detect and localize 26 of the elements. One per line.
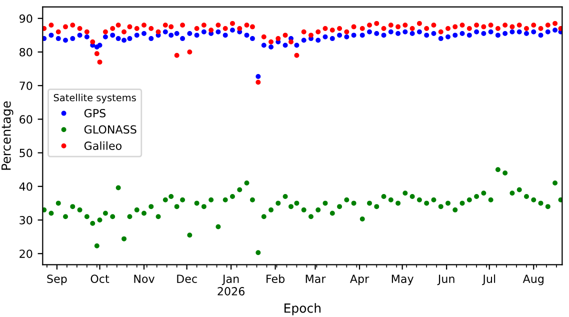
legend-label: Galileo	[84, 141, 122, 150]
y-tick-label: 80	[20, 48, 32, 56]
x-tick-label: Aug	[522, 274, 544, 286]
x-tick-label: Apr	[350, 274, 370, 286]
y-tick-label: 60	[20, 115, 32, 124]
y-tick-label: 70	[20, 82, 32, 90]
y-tick-label: 90	[20, 14, 32, 23]
y-tick-label: 30	[20, 216, 32, 224]
legend-title: Satellite systems	[54, 94, 136, 104]
y-tick-label: 40	[19, 182, 32, 191]
y-tick-label: 50	[20, 148, 32, 158]
x-tick-label: Jan 2026	[218, 274, 245, 296]
x-tick-label: Feb	[266, 274, 285, 284]
x-tick-label: Dec	[177, 274, 197, 284]
y-axis-title: Percentage	[2, 101, 14, 170]
x-axis-title: Epoch	[284, 303, 320, 316]
x-tick-label: Oct	[90, 274, 110, 284]
x-tick-label: Mar	[306, 274, 326, 284]
x-tick-label: Nov	[134, 274, 155, 284]
legend-label: GLONASS	[84, 125, 136, 134]
x-tick-label: Jun	[437, 274, 454, 286]
x-tick-label: Jul	[482, 274, 496, 286]
legend-label: GPS	[84, 108, 106, 118]
x-tick-label: May	[392, 274, 414, 286]
y-tick-label: 20	[20, 250, 32, 258]
x-tick-label: Sep	[47, 274, 67, 286]
